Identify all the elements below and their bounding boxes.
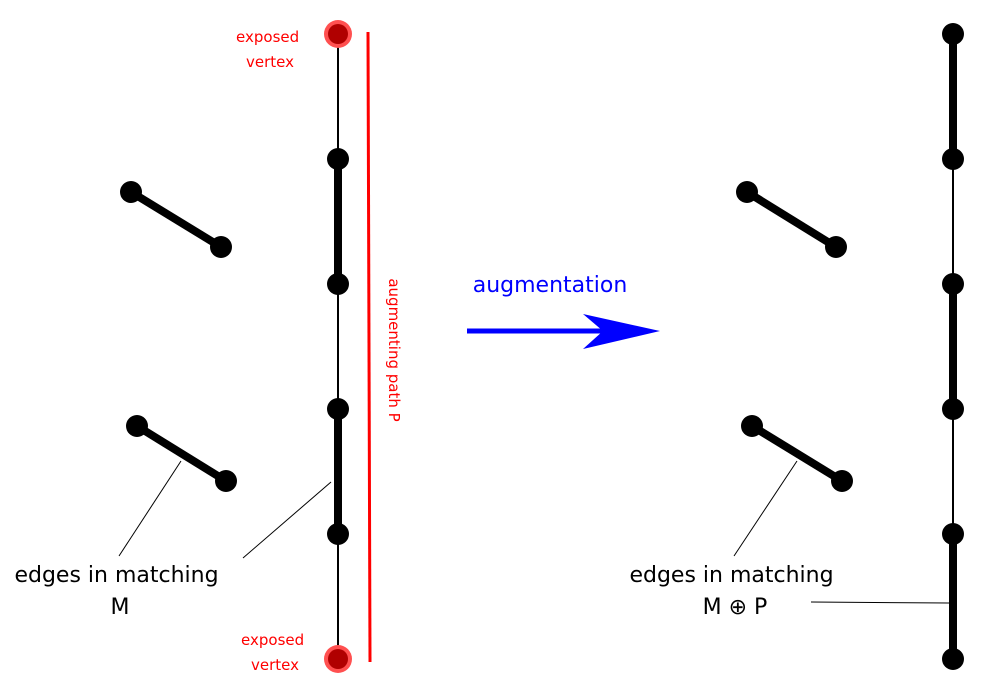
augmentation-arrow: augmentation bbox=[467, 273, 660, 349]
vertex bbox=[942, 23, 964, 45]
callout-line bbox=[242, 481, 332, 559]
vertex bbox=[736, 181, 758, 203]
vertex bbox=[942, 523, 964, 545]
exposed-vertex-core bbox=[328, 24, 348, 44]
callout-line bbox=[118, 460, 182, 557]
vertex bbox=[942, 648, 964, 670]
callout-line bbox=[810, 601, 950, 604]
left-graph: augmenting path P exposed vertex exposed… bbox=[14, 20, 403, 674]
vertex bbox=[831, 470, 853, 492]
vertex bbox=[942, 273, 964, 295]
vertex bbox=[120, 181, 142, 203]
matching-label-left: edges in matching M bbox=[14, 563, 225, 620]
matched-edge bbox=[128, 188, 224, 251]
exposed-vertex-label-top: exposed vertex bbox=[236, 28, 304, 71]
vertex bbox=[327, 273, 349, 295]
augmenting-path-label: augmenting path P bbox=[385, 278, 403, 421]
vertex bbox=[210, 236, 232, 258]
vertex bbox=[741, 415, 763, 437]
exposed-vertex-label-bottom: exposed vertex bbox=[241, 631, 309, 674]
vertex bbox=[942, 398, 964, 420]
vertex bbox=[825, 236, 847, 258]
exposed-vertex-core bbox=[328, 649, 348, 669]
augmenting-path-line bbox=[366, 31, 372, 663]
vertex bbox=[942, 148, 964, 170]
callout-line bbox=[733, 460, 798, 557]
vertex bbox=[327, 523, 349, 545]
augmentation-label: augmentation bbox=[473, 273, 628, 298]
matching-label-right: edges in matching M ⊕ P bbox=[629, 563, 840, 620]
vertex bbox=[327, 398, 349, 420]
matched-edge bbox=[744, 188, 839, 251]
right-graph: edges in matching M ⊕ P bbox=[629, 23, 964, 670]
arrow-head-icon bbox=[583, 314, 660, 349]
vertex bbox=[126, 415, 148, 437]
matched-edge bbox=[134, 422, 229, 485]
vertex bbox=[327, 148, 349, 170]
vertex bbox=[215, 470, 237, 492]
matched-edge bbox=[749, 422, 845, 485]
